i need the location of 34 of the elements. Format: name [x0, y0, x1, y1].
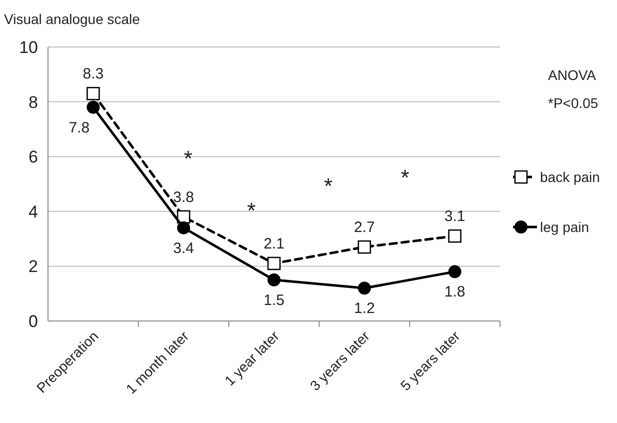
legend-label: back pain [540, 169, 600, 185]
data-label: 3.4 [173, 240, 194, 257]
data-label: 2.7 [354, 219, 375, 236]
data-label: 1.5 [264, 292, 284, 309]
data-label: 3.8 [173, 188, 194, 206]
annotation: * [247, 198, 256, 223]
data-label: 8.3 [82, 66, 104, 83]
legend-label: leg pain [540, 219, 590, 235]
data-label: 3.1 [444, 208, 466, 226]
y-tick-label: 2 [28, 257, 38, 276]
annotation: * [184, 146, 193, 171]
y-tick-label: 10 [19, 38, 38, 57]
text: *P<0.05 [548, 95, 598, 111]
point [358, 240, 372, 254]
point [267, 256, 281, 270]
y-tick-label: 4 [28, 202, 38, 222]
text: ANOVA [548, 67, 597, 83]
y-tick-label: 0 [28, 312, 38, 331]
point [358, 282, 371, 295]
y-tick-label: 8 [28, 92, 38, 112]
y-axis-title: Visual analogue scale [4, 11, 140, 27]
data-label: 1.2 [354, 300, 375, 318]
data-label: 7.8 [68, 119, 90, 136]
y-tick-label: 6 [28, 148, 38, 167]
point [86, 86, 100, 100]
point [86, 100, 100, 114]
annotation: * [324, 173, 333, 198]
point [448, 265, 462, 278]
point [448, 229, 462, 243]
data-label: 1.8 [444, 284, 466, 301]
data-label: 2.1 [264, 235, 284, 252]
point [177, 221, 190, 234]
point [268, 273, 280, 286]
annotation: * [400, 165, 410, 190]
